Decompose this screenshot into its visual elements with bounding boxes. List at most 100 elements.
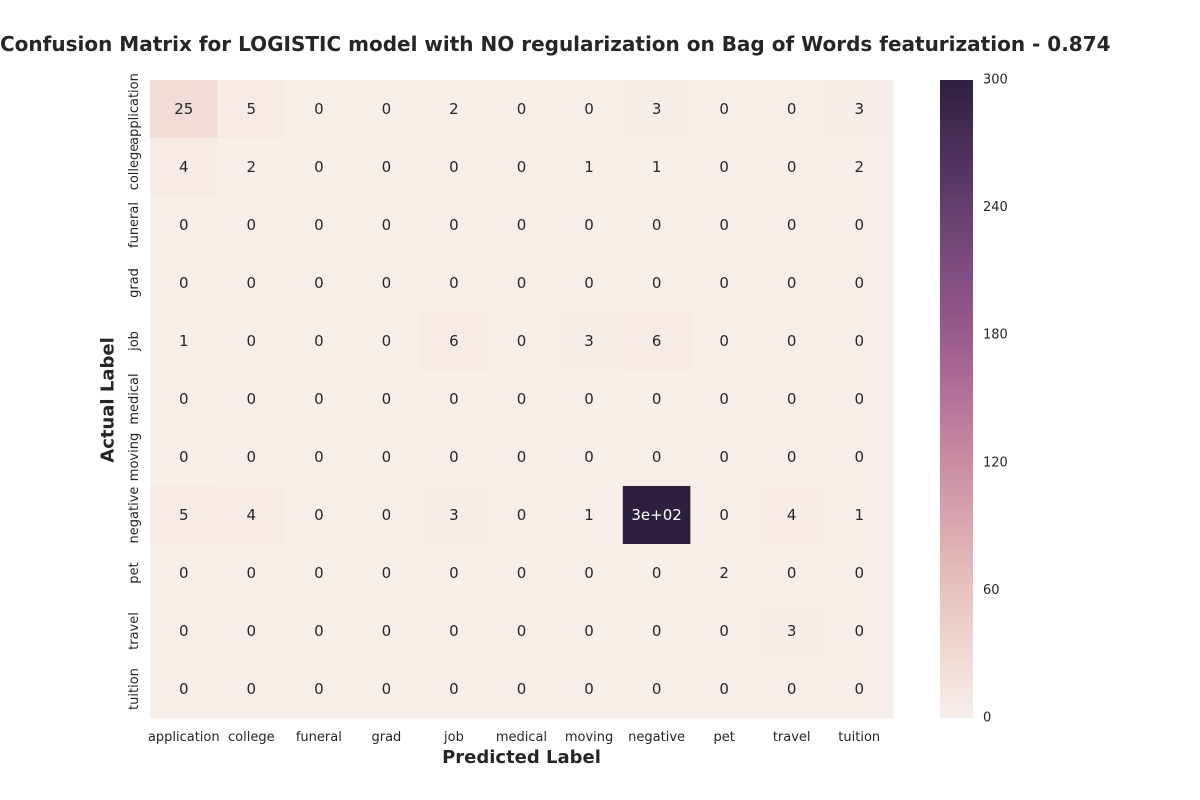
heatmap-cell bbox=[285, 428, 354, 487]
heatmap-cell bbox=[825, 138, 894, 197]
cell-value-label: 0 bbox=[382, 100, 392, 118]
cell-value-label: 1 bbox=[652, 158, 662, 176]
cell-value-label: 0 bbox=[517, 622, 527, 640]
cell-value-label: 0 bbox=[652, 216, 662, 234]
cell-value-label: 0 bbox=[382, 390, 392, 408]
heatmap-cell bbox=[555, 80, 624, 139]
cell-value-label: 0 bbox=[247, 448, 257, 466]
cell-value-label: 0 bbox=[854, 216, 864, 234]
heatmap-cell bbox=[150, 138, 219, 197]
heatmap-cell bbox=[285, 544, 354, 603]
cell-value-label: 0 bbox=[854, 448, 864, 466]
cell-value-label: 2 bbox=[247, 158, 257, 176]
cell-value-label: 0 bbox=[854, 390, 864, 408]
colorbar-tick-label: 240 bbox=[983, 200, 1008, 215]
heatmap-cell bbox=[487, 196, 556, 255]
heatmap-cell bbox=[690, 660, 759, 719]
cell-value-label: 0 bbox=[854, 622, 864, 640]
heatmap-cell bbox=[217, 544, 286, 603]
cell-value-label: 6 bbox=[449, 332, 459, 350]
cell-value-label: 0 bbox=[314, 332, 324, 350]
y-tick-label: tuition bbox=[127, 668, 142, 710]
heatmap-cell bbox=[825, 660, 894, 719]
cell-value-label: 1 bbox=[854, 506, 864, 524]
heatmap-cell bbox=[555, 312, 624, 371]
heatmap-cell bbox=[150, 428, 219, 487]
chart-title: Confusion Matrix for LOGISTIC model with… bbox=[0, 32, 1111, 56]
cell-value-label: 4 bbox=[179, 158, 189, 176]
cell-value-label: 0 bbox=[719, 216, 729, 234]
heatmap-cell bbox=[825, 254, 894, 313]
heatmap-cell bbox=[217, 428, 286, 487]
cell-value-label: 0 bbox=[382, 158, 392, 176]
x-tick-label: application bbox=[148, 730, 220, 745]
heatmap-cell bbox=[420, 660, 489, 719]
heatmap-cell bbox=[757, 196, 827, 255]
heatmap-cell bbox=[690, 370, 759, 429]
heatmap-cell bbox=[217, 312, 286, 371]
heatmap-cell bbox=[487, 254, 556, 313]
heatmap-cell bbox=[285, 660, 354, 719]
cell-value-label: 3e+02 bbox=[631, 506, 681, 524]
cell-value-label: 0 bbox=[314, 216, 324, 234]
cell-value-label: 0 bbox=[584, 216, 594, 234]
heatmap-cell bbox=[555, 254, 624, 313]
colorbar-tick-label: 60 bbox=[983, 583, 1000, 598]
cell-value-label: 0 bbox=[314, 390, 324, 408]
cell-value-label: 0 bbox=[382, 622, 392, 640]
cell-value-label: 0 bbox=[382, 506, 392, 524]
heatmap-cell bbox=[352, 80, 421, 139]
cell-value-label: 0 bbox=[247, 332, 257, 350]
cell-value-label: 0 bbox=[382, 332, 392, 350]
heatmap-cell bbox=[487, 80, 556, 139]
heatmap-cell bbox=[690, 138, 759, 197]
cell-value-label: 0 bbox=[314, 680, 324, 698]
heatmap-cell bbox=[352, 544, 421, 603]
y-axis-label: Actual Label bbox=[97, 337, 119, 463]
heatmap-cell bbox=[352, 428, 421, 487]
heatmap-cell bbox=[555, 602, 624, 661]
cell-value-label: 25 bbox=[174, 100, 193, 118]
heatmap-cell bbox=[420, 254, 489, 313]
heatmap-cell bbox=[622, 138, 691, 197]
heatmap-cell bbox=[420, 370, 489, 429]
cell-value-label: 5 bbox=[179, 506, 189, 524]
heatmap-cell bbox=[285, 312, 354, 371]
cell-value-label: 0 bbox=[719, 506, 729, 524]
cell-value-label: 1 bbox=[584, 506, 594, 524]
heatmap-cell bbox=[420, 486, 489, 545]
cell-value-label: 0 bbox=[652, 390, 662, 408]
heatmap-cell bbox=[825, 428, 894, 487]
cell-value-label: 0 bbox=[449, 448, 459, 466]
heatmap-cell bbox=[622, 370, 691, 429]
heatmap-cell bbox=[150, 602, 219, 661]
y-tick-label: grad bbox=[127, 268, 142, 298]
cell-value-label: 0 bbox=[314, 564, 324, 582]
heatmap-cell bbox=[622, 196, 691, 255]
cell-value-label: 0 bbox=[449, 680, 459, 698]
heatmap-cell bbox=[690, 80, 759, 139]
heatmap-cell bbox=[555, 138, 624, 197]
heatmap-cell bbox=[285, 486, 354, 545]
cell-value-label: 0 bbox=[449, 564, 459, 582]
cell-value-label: 0 bbox=[179, 680, 189, 698]
cell-value-label: 0 bbox=[179, 390, 189, 408]
heatmap-cell bbox=[757, 544, 827, 603]
cell-value-label: 0 bbox=[719, 332, 729, 350]
cell-value-label: 0 bbox=[787, 448, 797, 466]
cell-value-label: 0 bbox=[382, 564, 392, 582]
heatmap-cell bbox=[825, 486, 894, 545]
cell-value-label: 0 bbox=[382, 680, 392, 698]
heatmap-cell bbox=[150, 312, 219, 371]
cell-value-label: 0 bbox=[449, 622, 459, 640]
cell-value-label: 0 bbox=[247, 680, 257, 698]
heatmap-cell bbox=[622, 486, 691, 545]
heatmap-cell bbox=[352, 370, 421, 429]
cell-value-label: 0 bbox=[449, 390, 459, 408]
cell-value-label: 0 bbox=[314, 622, 324, 640]
heatmap-cell bbox=[420, 138, 489, 197]
heatmap-cell bbox=[825, 312, 894, 371]
heatmap-cell bbox=[690, 254, 759, 313]
cell-value-label: 5 bbox=[247, 100, 257, 118]
cell-value-label: 2 bbox=[449, 100, 459, 118]
